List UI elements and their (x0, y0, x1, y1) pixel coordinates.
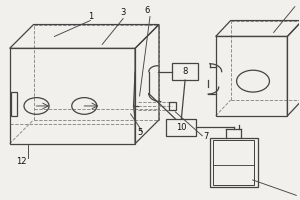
Bar (167, 119, 196, 136)
Text: 7: 7 (204, 132, 209, 141)
Text: 5: 5 (137, 128, 142, 137)
Bar (172, 63, 198, 80)
Text: 1: 1 (88, 12, 93, 21)
Text: 3: 3 (120, 8, 126, 17)
Text: 6: 6 (144, 6, 150, 15)
Text: 12: 12 (16, 157, 27, 166)
Bar (210, 138, 257, 187)
Bar (11, 92, 16, 116)
Bar (213, 140, 254, 185)
Bar (169, 102, 176, 110)
Text: 8: 8 (182, 67, 188, 76)
Text: 10: 10 (176, 123, 187, 132)
